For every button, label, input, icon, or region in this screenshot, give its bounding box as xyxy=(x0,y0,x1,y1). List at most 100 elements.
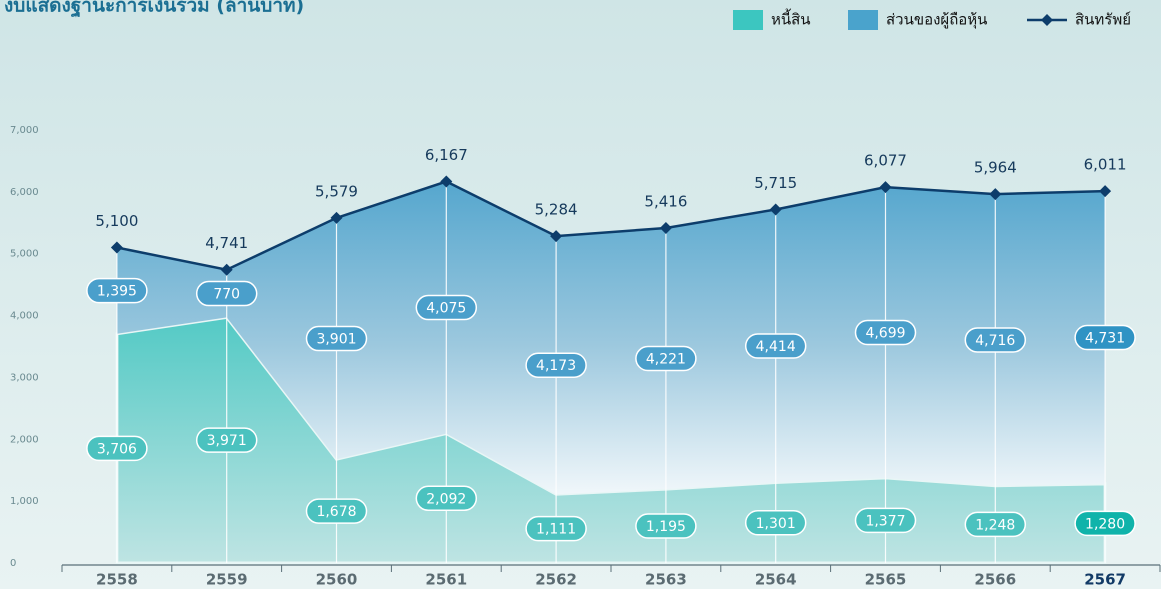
legend-swatch xyxy=(733,10,763,30)
value-pill: 4,731 xyxy=(1074,324,1136,351)
pill-bg xyxy=(86,435,148,462)
pill-bg xyxy=(305,498,368,524)
data-label: 3,971 xyxy=(207,433,247,449)
data-label: 1,395 xyxy=(97,284,137,300)
marker xyxy=(989,188,1002,201)
pill-bg xyxy=(415,294,478,321)
data-label: 4,414 xyxy=(756,339,796,355)
marker xyxy=(769,203,782,216)
data-label: 1,280 xyxy=(1085,516,1125,532)
x-tick-label: 2559 xyxy=(206,571,248,589)
x-tick-label: 2566 xyxy=(974,571,1016,589)
value-pill: 1,678 xyxy=(305,498,368,524)
data-label: 3,706 xyxy=(97,441,137,457)
value-pill: 4,716 xyxy=(964,327,1027,353)
value-pill: 2,092 xyxy=(415,485,478,512)
data-label: 6,011 xyxy=(1084,156,1127,174)
data-label: 4,173 xyxy=(536,358,576,374)
pill-bg xyxy=(525,515,587,542)
pill-bg xyxy=(1074,324,1136,351)
data-label: 1,195 xyxy=(646,519,686,535)
value-pill: 4,221 xyxy=(635,345,697,372)
y-tick-label: 3,000 xyxy=(10,372,39,383)
legend-item: ส่วนของผู้ถือหุ้น xyxy=(848,10,987,30)
pill-bg xyxy=(525,352,587,378)
data-label: 6,167 xyxy=(425,146,468,164)
value-pill: 3,706 xyxy=(86,435,148,462)
data-label: 4,716 xyxy=(975,333,1015,349)
value-pill: 1,280 xyxy=(1074,510,1136,537)
y-tick-label: 4,000 xyxy=(10,311,39,322)
pill-bg xyxy=(964,511,1027,538)
marker xyxy=(330,211,343,224)
data-label: 4,075 xyxy=(426,301,466,317)
pill-bg xyxy=(744,510,807,536)
data-label: 2,092 xyxy=(426,491,466,507)
x-tick-label: 2560 xyxy=(316,571,358,589)
pill-bg xyxy=(635,345,697,372)
value-pill: 3,901 xyxy=(305,325,368,352)
x-tick-label: 2564 xyxy=(755,571,797,589)
value-pill: 1,111 xyxy=(525,515,587,542)
data-label: 770 xyxy=(213,287,240,303)
x-tick-label: 2567 xyxy=(1084,571,1126,589)
pill-bg xyxy=(305,325,368,352)
pill-bg xyxy=(195,427,258,453)
x-tick-label: 2563 xyxy=(645,571,687,589)
y-tick-label: 5,000 xyxy=(10,249,39,260)
data-label: 1,248 xyxy=(975,517,1015,533)
marker xyxy=(1099,185,1112,198)
pill-bg xyxy=(964,327,1027,353)
value-pill: 1,195 xyxy=(635,513,697,539)
pill-bg xyxy=(1074,510,1136,537)
y-tick-label: 7,000 xyxy=(10,125,39,136)
value-pill: 3,971 xyxy=(195,427,258,453)
marker xyxy=(110,241,123,254)
y-tick-label: 6,000 xyxy=(10,187,39,198)
value-pill: 4,173 xyxy=(525,352,587,378)
legend-label: สินทรัพย์ xyxy=(1075,11,1131,29)
data-label: 1,111 xyxy=(536,522,576,538)
value-pill: 4,075 xyxy=(415,294,478,321)
area xyxy=(116,181,1106,495)
data-label: 1,678 xyxy=(316,504,356,520)
legend-item: สินทรัพย์ xyxy=(1027,11,1131,29)
legend-marker xyxy=(1041,14,1053,26)
pill-bg xyxy=(854,507,917,534)
y-tick-label: 2,000 xyxy=(10,434,39,445)
legend-label: ส่วนของผู้ถือหุ้น xyxy=(886,11,987,30)
data-label: 4,731 xyxy=(1085,330,1125,346)
pill-bg xyxy=(744,333,807,359)
value-pill: 1,377 xyxy=(854,507,917,534)
data-label: 4,741 xyxy=(205,234,248,252)
legend-item: หนี้สิน xyxy=(733,9,811,30)
pill-bg xyxy=(854,319,917,346)
pill-bg xyxy=(415,485,478,512)
legend-swatch xyxy=(848,10,878,30)
x-tick-label: 2565 xyxy=(865,571,907,589)
data-label: 6,077 xyxy=(864,152,907,170)
legend-label: หนี้สิน xyxy=(771,9,811,29)
chart-title: งบแสดงฐานะการเงินรวม (ล้านบาท) xyxy=(4,0,304,19)
pill-bg xyxy=(86,277,148,304)
value-pill: 1,248 xyxy=(964,511,1027,538)
marker xyxy=(879,181,892,194)
x-tick-label: 2562 xyxy=(535,571,577,589)
value-pill: 1,301 xyxy=(744,510,807,536)
marker xyxy=(440,175,453,188)
value-pill: 4,414 xyxy=(744,333,807,359)
line xyxy=(116,180,1106,272)
y-tick-label: 1,000 xyxy=(10,496,39,507)
data-label: 5,284 xyxy=(535,201,578,219)
pill-bg xyxy=(635,513,697,539)
marker xyxy=(659,221,672,234)
data-label: 4,221 xyxy=(646,352,686,368)
data-label: 4,699 xyxy=(865,325,905,341)
marker xyxy=(220,263,233,276)
value-pill: 1,395 xyxy=(86,277,148,304)
x-tick-label: 2558 xyxy=(96,571,138,589)
data-label: 5,964 xyxy=(974,159,1017,177)
marker xyxy=(550,230,563,243)
